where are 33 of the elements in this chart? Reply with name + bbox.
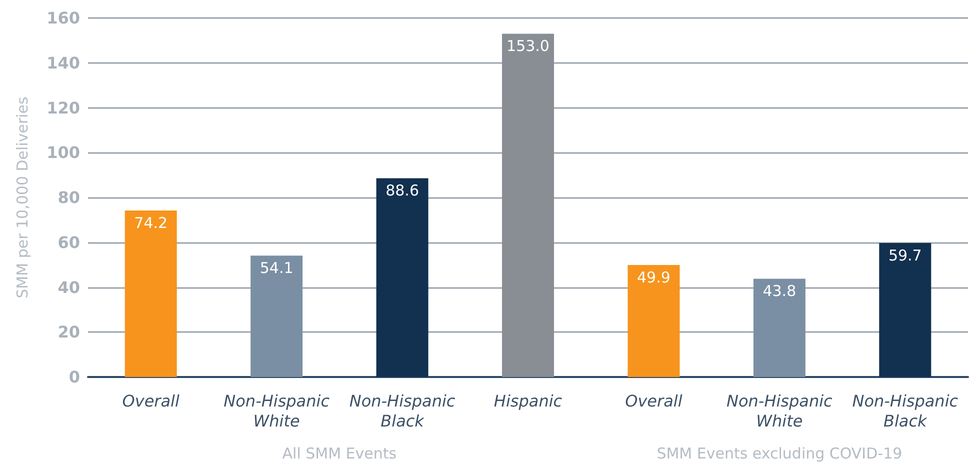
y-tick-label: 120 [46, 98, 80, 118]
y-tick-label: 160 [46, 8, 80, 28]
y-tick-label: 60 [58, 232, 80, 252]
data-label: 43.8 [762, 282, 796, 300]
bar [753, 278, 806, 377]
x-tick-label: Hispanic [494, 392, 562, 410]
data-label: 153.0 [506, 37, 550, 56]
x-tick-label: Overall [122, 392, 180, 410]
x-tick-label: Overall [625, 392, 683, 410]
y-tick-label: 40 [58, 278, 80, 297]
x-tick-label: Non-Hispanic Black [852, 392, 958, 430]
y-tick-label: 80 [58, 188, 80, 207]
text: All SMM Events [282, 444, 397, 462]
bar [124, 210, 177, 377]
data-label: 54.1 [260, 259, 294, 278]
x-tick-label: Non-Hispanic White [224, 392, 330, 430]
y-tick-label: 20 [58, 322, 80, 342]
bar [250, 256, 303, 377]
bar [376, 178, 428, 377]
bar [502, 34, 554, 377]
text: SMM Events excluding COVID-19 [656, 444, 902, 462]
y-tick-label: 100 [46, 143, 80, 162]
y-tick-label: 140 [46, 53, 80, 72]
y-axis-title: SMM per 10,000 Deliveries [14, 96, 32, 298]
data-label: 74.2 [134, 214, 168, 232]
x-tick-label: Non-Hispanic Black [349, 392, 456, 430]
data-label: 59.7 [888, 246, 922, 265]
y-tick-label: 0 [68, 368, 80, 386]
bar [628, 265, 680, 377]
data-label: 88.6 [386, 182, 419, 200]
x-tick-label: Non-Hispanic White [726, 392, 833, 430]
bar [879, 243, 932, 377]
data-label: 49.9 [637, 268, 670, 287]
